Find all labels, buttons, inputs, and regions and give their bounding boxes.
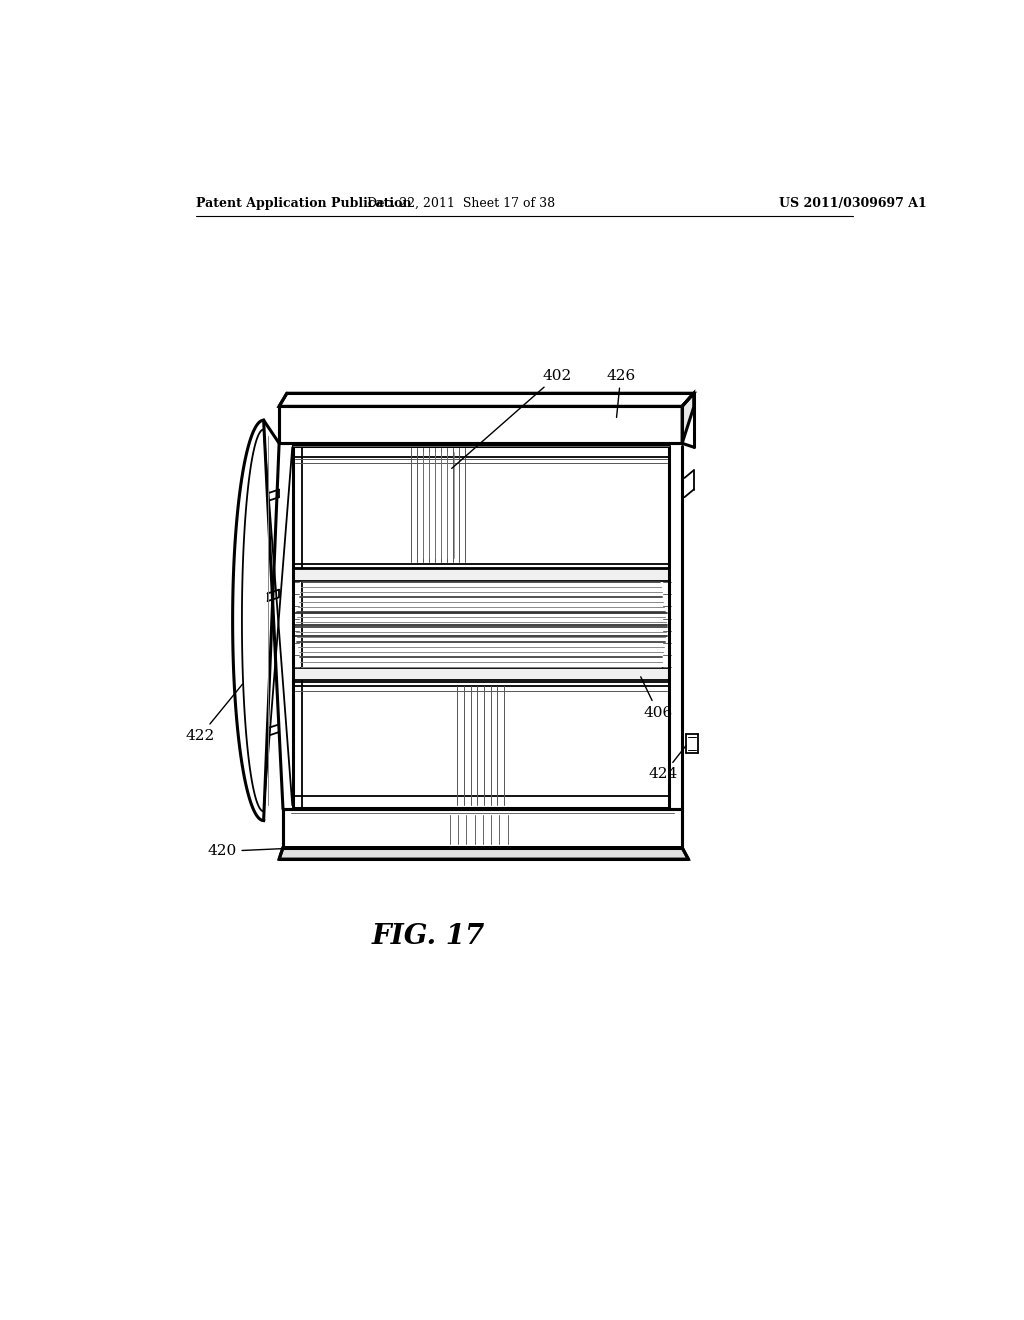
Polygon shape — [280, 847, 688, 859]
Text: US 2011/0309697 A1: US 2011/0309697 A1 — [779, 197, 927, 210]
Polygon shape — [283, 809, 682, 847]
Text: 406: 406 — [641, 677, 673, 719]
Text: Patent Application Publication: Patent Application Publication — [197, 197, 412, 210]
Polygon shape — [293, 668, 669, 681]
Text: FIG. 17: FIG. 17 — [372, 923, 485, 949]
Text: 420: 420 — [207, 845, 303, 858]
Text: 426: 426 — [606, 368, 636, 417]
Text: 422: 422 — [185, 684, 243, 743]
Polygon shape — [682, 393, 693, 444]
Polygon shape — [293, 569, 669, 581]
Text: Dec. 22, 2011  Sheet 17 of 38: Dec. 22, 2011 Sheet 17 of 38 — [368, 197, 555, 210]
Text: 402: 402 — [452, 368, 571, 469]
Polygon shape — [280, 393, 693, 407]
Polygon shape — [280, 407, 682, 444]
Text: 424: 424 — [649, 746, 686, 781]
